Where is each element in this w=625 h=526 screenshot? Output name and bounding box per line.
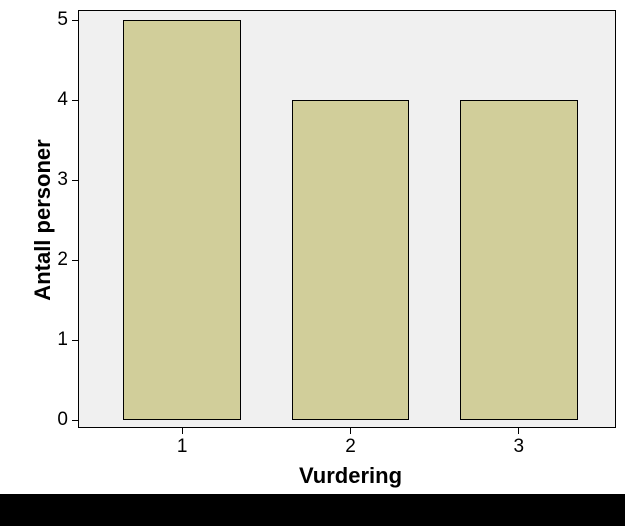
y-tick-mark: [72, 180, 78, 181]
y-tick-label: 3: [57, 169, 68, 191]
x-tick-label: 2: [321, 436, 381, 458]
x-tick-mark: [350, 428, 351, 434]
y-tick-mark: [72, 20, 78, 21]
x-axis-title: Vurdering: [98, 463, 603, 489]
x-tick-mark: [518, 428, 519, 434]
y-tick-label: 4: [57, 89, 68, 111]
x-tick-label: 1: [152, 436, 212, 458]
bar-3: [460, 100, 578, 420]
y-tick-mark: [72, 420, 78, 421]
x-tick-label: 3: [489, 436, 549, 458]
x-tick-mark: [182, 428, 183, 434]
y-tick-label: 5: [57, 9, 68, 31]
bar-2: [292, 100, 410, 420]
bottom-black-band: [0, 494, 625, 526]
y-tick-mark: [72, 100, 78, 101]
y-tick-mark: [72, 260, 78, 261]
bar-1: [123, 20, 241, 420]
y-tick-label: 2: [57, 249, 68, 271]
y-tick-label: 0: [57, 409, 68, 431]
chart-figure: Antall personer Vurdering 1 2 3 0 1 2 3 4 5: [0, 0, 625, 526]
y-tick-label: 1: [57, 329, 68, 351]
y-tick-mark: [72, 340, 78, 341]
y-axis-title: Antall personer: [30, 20, 56, 420]
